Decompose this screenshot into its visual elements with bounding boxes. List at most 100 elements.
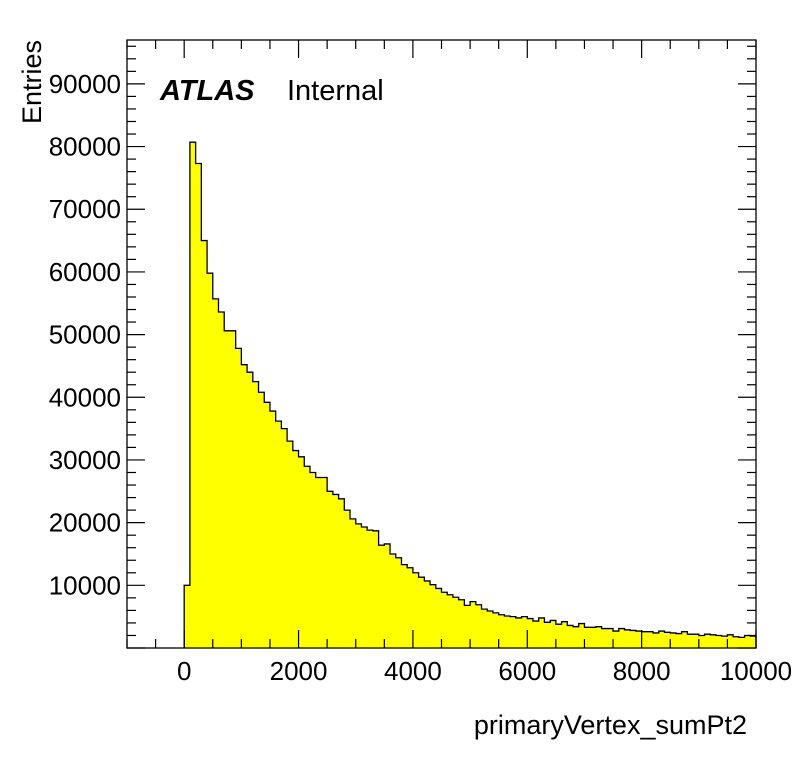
histogram-bars xyxy=(184,142,757,648)
histogram-bin xyxy=(372,530,379,648)
y-tick-label: 30000 xyxy=(49,445,121,475)
histogram-bin xyxy=(475,604,482,648)
histogram-bin xyxy=(675,633,683,648)
histogram-bin xyxy=(344,510,351,648)
histogram-bin xyxy=(555,624,562,648)
x-tick-label: 4000 xyxy=(384,656,442,686)
histogram-bin xyxy=(252,381,259,648)
histogram-bin xyxy=(401,564,408,648)
histogram-bin xyxy=(607,628,614,648)
histogram-bin xyxy=(630,630,637,648)
histogram-bin xyxy=(441,592,448,648)
histogram-bin xyxy=(578,623,585,648)
y-axis-title: Entries xyxy=(17,40,47,124)
histogram-bin xyxy=(298,456,305,648)
internal-label: Internal xyxy=(287,75,384,107)
histogram-bin xyxy=(567,625,574,648)
histogram-bin xyxy=(584,627,591,648)
histogram-bin xyxy=(590,627,597,648)
histogram-bin xyxy=(550,620,557,648)
histogram-bin xyxy=(395,557,402,648)
histogram-bin xyxy=(710,634,717,648)
histogram-bin xyxy=(309,472,317,648)
histogram-bin xyxy=(687,634,694,648)
histogram-bin xyxy=(430,584,437,648)
histogram-bin xyxy=(435,588,442,648)
histogram-bin xyxy=(532,621,540,648)
x-tick-label: 10000 xyxy=(720,656,792,686)
histogram-bin xyxy=(527,618,534,648)
histogram-bin xyxy=(338,498,345,648)
histogram-bin xyxy=(247,372,254,648)
histogram-bin xyxy=(750,636,757,648)
histogram-bin xyxy=(315,477,322,648)
y-tick-label: 10000 xyxy=(49,570,121,600)
histogram-bin xyxy=(681,631,688,648)
histogram-bin xyxy=(355,523,362,648)
histogram-bin xyxy=(224,330,231,648)
histogram-bin xyxy=(241,364,248,648)
axis-ticks xyxy=(126,40,757,649)
histogram-bin xyxy=(721,636,728,648)
histogram-bin xyxy=(195,163,202,648)
y-tick-label: 40000 xyxy=(49,382,121,412)
histogram-bin xyxy=(704,634,711,648)
histogram-bin xyxy=(647,631,654,648)
histogram-bin xyxy=(384,543,391,648)
histogram-bin xyxy=(207,273,214,648)
histogram-bin xyxy=(653,632,660,648)
histogram-bin xyxy=(670,632,677,648)
y-tick-label: 20000 xyxy=(49,508,121,538)
histogram-bin xyxy=(613,631,620,648)
histogram-bin xyxy=(378,545,385,648)
histogram-bin xyxy=(715,635,723,648)
histogram-bin xyxy=(544,622,551,648)
histogram-bin xyxy=(498,614,505,648)
histogram-bin xyxy=(229,330,237,648)
histogram-bin xyxy=(332,494,339,648)
histogram-bin xyxy=(304,466,311,648)
histogram-bin xyxy=(367,530,374,648)
plot-frame xyxy=(126,39,757,649)
histogram-bin xyxy=(235,348,242,648)
histogram-bin xyxy=(264,402,271,648)
histogram-bin xyxy=(361,527,368,648)
histogram-bin xyxy=(212,298,219,648)
histogram-bin xyxy=(281,428,288,648)
histogram-bin xyxy=(492,612,500,648)
histogram-bin xyxy=(573,626,580,648)
histogram-bin xyxy=(635,631,643,648)
histogram-bin xyxy=(738,637,745,648)
histogram-bin xyxy=(350,518,357,648)
histogram-bin xyxy=(521,616,528,648)
histogram-bin xyxy=(407,567,414,648)
histogram-bin xyxy=(658,631,665,648)
histogram-bin xyxy=(664,632,671,648)
x-tick-label: 2000 xyxy=(270,656,328,686)
histogram-bin xyxy=(561,621,568,648)
histogram-bin xyxy=(487,611,494,648)
y-tick-label: 50000 xyxy=(49,320,121,350)
histogram-bin xyxy=(601,628,608,648)
x-tick-labels: 0 2000 4000 6000 8000 10000 xyxy=(177,656,792,686)
histogram-bin xyxy=(481,609,488,648)
histogram-bin xyxy=(698,635,705,648)
histogram-bin xyxy=(510,616,517,648)
x-tick-label: 8000 xyxy=(613,656,671,686)
histogram-bin xyxy=(458,599,465,648)
x-tick-label: 0 xyxy=(177,656,191,686)
x-tick-label: 6000 xyxy=(498,656,556,686)
histogram-bin xyxy=(321,477,328,648)
atlas-label: ATLAS xyxy=(159,75,255,107)
histogram-bin xyxy=(733,636,740,648)
histogram-bin xyxy=(412,572,420,648)
histogram-bin xyxy=(201,240,208,648)
histogram-bin xyxy=(390,553,397,648)
y-tick-label: 90000 xyxy=(49,69,121,99)
histogram-bin xyxy=(538,617,545,648)
histogram-bin xyxy=(218,312,225,648)
histogram-bin xyxy=(744,635,751,648)
histogram-bin xyxy=(618,628,625,648)
histogram-bin xyxy=(327,491,334,648)
